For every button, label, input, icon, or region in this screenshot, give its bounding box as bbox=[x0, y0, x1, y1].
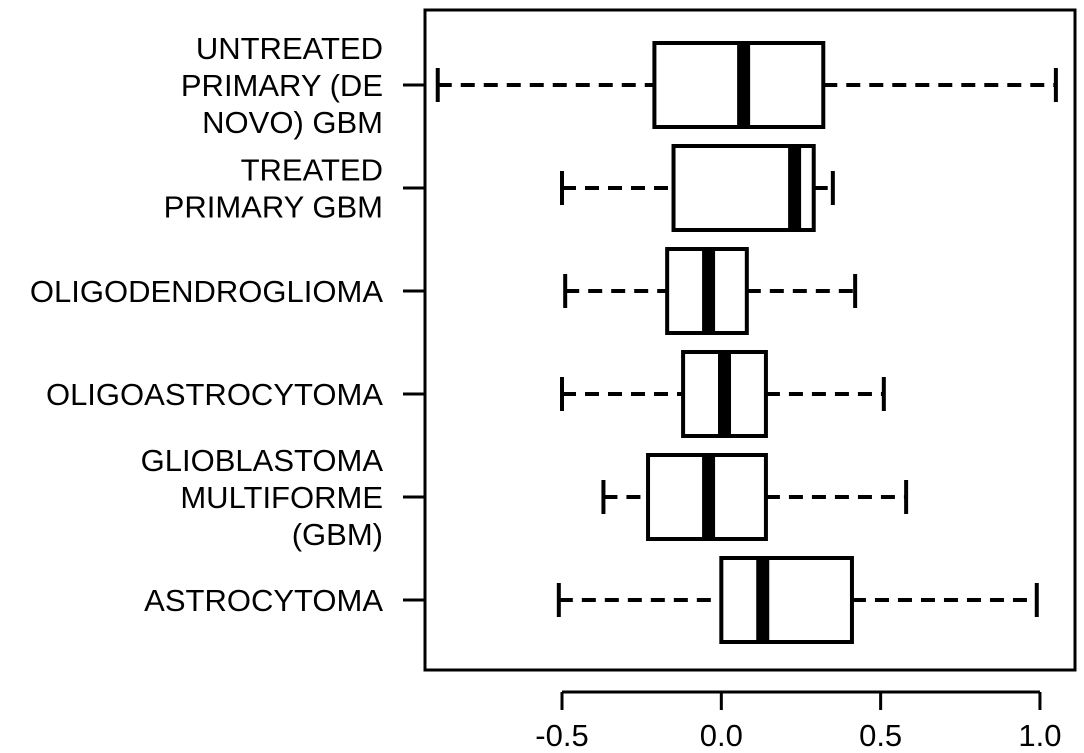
box-group bbox=[560, 350, 886, 438]
x-tick-label: 0.0 bbox=[700, 718, 743, 753]
y-tick-label: UNTREATED PRIMARY (DE NOVO) GBM bbox=[181, 31, 383, 140]
y-tick-label: OLIGODENDROGLIOMA bbox=[30, 274, 383, 309]
x-tick-label: 1.0 bbox=[1018, 718, 1061, 753]
plot-frame bbox=[423, 8, 1077, 672]
y-tick-label: GLIOBLASTOMA MULTIFORME (GBM) bbox=[141, 443, 384, 552]
x-tick-label: -0.5 bbox=[535, 718, 588, 753]
x-axis: -0.5 0.0 0.5 1.0 bbox=[535, 690, 1062, 753]
y-axis: UNTREATED PRIMARY (DE NOVO) GBM TREATED PRIM… bbox=[30, 31, 425, 618]
box-group bbox=[560, 144, 835, 232]
box-group bbox=[601, 453, 909, 541]
box-group bbox=[435, 41, 1058, 129]
box-group bbox=[563, 247, 858, 335]
boxes-layer bbox=[435, 41, 1058, 644]
box-group bbox=[556, 556, 1039, 644]
iqr-box bbox=[719, 556, 854, 644]
y-tick-label: OLIGOASTROCYTOMA bbox=[46, 377, 383, 412]
x-tick-label: 0.5 bbox=[859, 718, 902, 753]
y-tick-label: ASTROCYTOMA bbox=[144, 583, 383, 618]
y-tick-label: TREATED PRIMARY GBM bbox=[164, 153, 383, 225]
